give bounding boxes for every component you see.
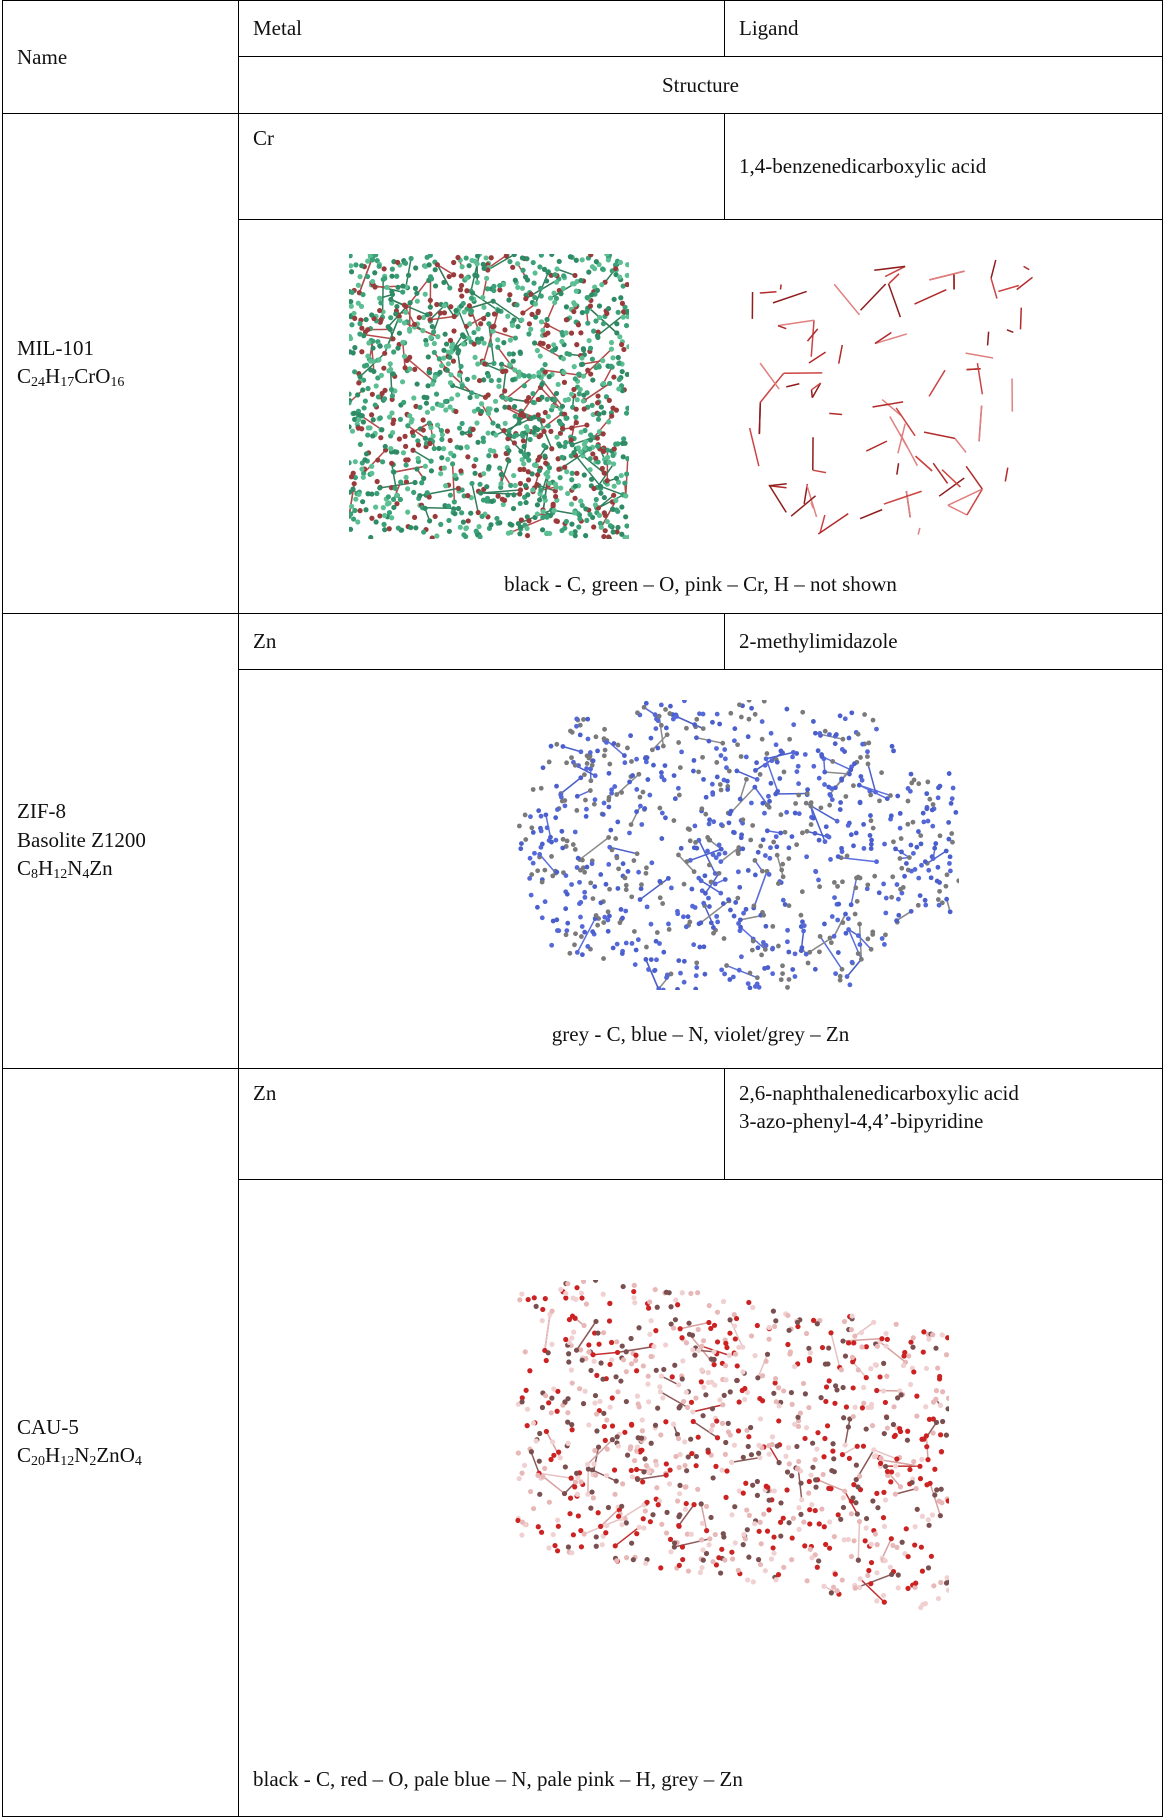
el: Zn <box>96 1443 119 1467</box>
metal: Zn <box>239 1069 725 1180</box>
n: 17 <box>60 375 74 390</box>
structure-image <box>349 254 629 539</box>
name: CAU-5 <box>17 1413 224 1441</box>
el: H <box>38 856 53 880</box>
lattice <box>515 1280 949 1610</box>
name: MIL-101 <box>17 334 224 362</box>
el: Cr <box>74 364 95 388</box>
el: C <box>17 1443 31 1467</box>
formula: C24H17CrO16 <box>17 362 224 393</box>
n: 20 <box>31 1454 45 1469</box>
structure-cell: black - C, green – O, pink – Cr, H – not… <box>239 220 1163 614</box>
el: O <box>95 364 110 388</box>
n: 8 <box>31 867 38 882</box>
metal: Cr <box>239 114 725 220</box>
formula: C8H12N4Zn <box>17 854 224 885</box>
name: ZIF-8 <box>17 797 224 825</box>
structure-image <box>509 1280 949 1620</box>
formula: C20H12N2ZnO4 <box>17 1441 224 1472</box>
structure-image <box>749 246 1039 536</box>
lattice <box>750 260 1033 535</box>
el: C <box>17 856 31 880</box>
n: 12 <box>60 1454 74 1469</box>
caption: black - C, red – O, pale blue – N, pale … <box>253 1765 1162 1793</box>
structure-cell: black - C, red – O, pale blue – N, pale … <box>239 1180 1163 1817</box>
ligand-line: 2-methylimidazole <box>739 627 1148 655</box>
caption: black - C, green – O, pink – Cr, H – not… <box>239 570 1162 598</box>
el: N <box>74 1443 89 1467</box>
el: Zn <box>89 856 112 880</box>
metal: Zn <box>239 614 725 670</box>
n: 4 <box>135 1454 142 1469</box>
ligand-line: 3-azo-phenyl-4,4’-bipyridine <box>739 1107 1148 1135</box>
n: 24 <box>31 375 45 390</box>
header-name: Name <box>3 1 239 114</box>
ligand: 1,4-benzenedicarboxylic acid <box>725 114 1163 220</box>
el: H <box>45 364 60 388</box>
name: Basolite Z1200 <box>17 826 224 854</box>
header-ligand: Ligand <box>725 1 1163 57</box>
el: H <box>45 1443 60 1467</box>
el: C <box>17 364 31 388</box>
ligand-line: 2,6-naphthalenedicarboxylic acid <box>739 1079 1148 1107</box>
structure-cell: grey - C, blue – N, violet/grey – Zn <box>239 670 1163 1069</box>
n: 12 <box>53 867 67 882</box>
header-structure: Structure <box>239 57 1163 114</box>
ligand-line: 1,4-benzenedicarboxylic acid <box>739 152 1148 180</box>
n: 16 <box>110 375 124 390</box>
el: O <box>120 1443 135 1467</box>
caption: grey - C, blue – N, violet/grey – Zn <box>239 1020 1162 1048</box>
ligand: 2-methylimidazole <box>725 614 1163 670</box>
header-metal: Metal <box>239 1 725 57</box>
el: N <box>67 856 82 880</box>
structure-image <box>499 700 959 990</box>
lattice <box>349 254 629 539</box>
lattice <box>517 700 959 990</box>
